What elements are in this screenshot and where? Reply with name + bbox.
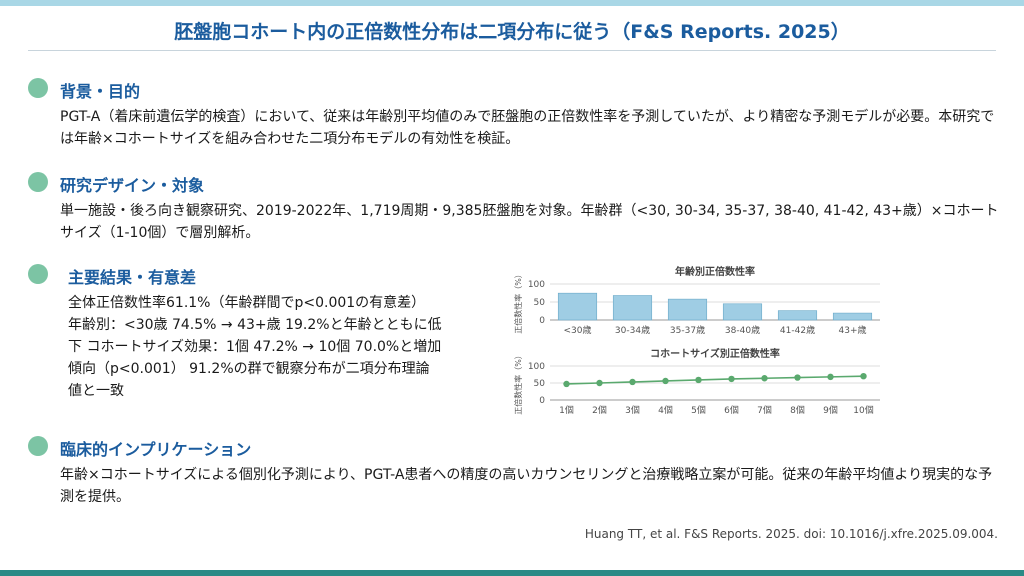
bar [612, 295, 653, 321]
data-point [596, 379, 603, 387]
section-bullet-icon [28, 436, 48, 456]
page-title: 胚盤胞コホート内の正倍数性分布は二項分布に従う（F&S Reports. 202… [174, 21, 850, 43]
chart-title: コホートサイズ別正倍数性率 [650, 347, 780, 360]
chart-title: 年齢別正倍数性率 [675, 265, 755, 278]
data-point [662, 377, 669, 385]
section-heading-background: 背景・目的 [60, 82, 141, 101]
results-line: 傾向（p<0.001） 91.2%の群で観察分布が二項分布理論 [68, 361, 430, 377]
data-point [860, 373, 867, 380]
y-tick-label: 0 [539, 316, 545, 326]
y-tick-label: 0 [539, 396, 545, 406]
results-line: 値と一致 [68, 383, 124, 399]
y-axis-label: 正倍数性率（%） [513, 351, 523, 415]
section-text-implications: 年齢×コホートサイズによる個別化予測により、PGT-A患者への精度の高いカウンセ… [60, 467, 993, 505]
cohort-line-chart: コホートサイズ別正倍数性率 正倍数性率（%） 0 50 100 1個 2個 3個 4個 5個 6個 7… [513, 347, 880, 416]
data-point [629, 378, 636, 386]
section-bullet-icon [28, 264, 48, 284]
x-tick-label: 2個 [592, 404, 607, 416]
section-heading-results: 主要結果・有意差 [68, 268, 197, 287]
section-bullet-icon [28, 172, 48, 192]
y-tick-label: 50 [534, 379, 546, 389]
x-tick-label: 8個 [790, 404, 805, 416]
y-tick-label: 100 [528, 362, 545, 372]
data-point [695, 376, 702, 384]
x-tick-label: 3個 [625, 404, 640, 416]
section-bullet-icon [28, 78, 48, 98]
bottom-accent-bar [0, 570, 1024, 576]
section-text-design: 単一施設・後ろ向き観察研究、2019-2022年、1,719周期・9,385胚盤… [60, 203, 999, 241]
bar [557, 292, 598, 321]
title-divider [28, 50, 996, 51]
x-tick-label: 7個 [757, 404, 772, 416]
data-point [761, 375, 768, 382]
x-tick-label: 41-42歳 [780, 324, 815, 336]
top-accent-bar [0, 0, 1024, 6]
data-point [794, 374, 801, 381]
x-tick-label: 9個 [823, 404, 838, 416]
x-tick-label: 30-34歳 [615, 324, 650, 336]
y-tick-label: 50 [534, 298, 546, 308]
x-tick-label: 35-37歳 [670, 324, 705, 336]
x-tick-label: <30歳 [564, 324, 592, 336]
section-heading-implications: 臨床的インプリケーション [60, 440, 252, 459]
results-line: 全体正倍数性率61.1%（年齢群間でp<0.001の有意差） [68, 295, 426, 311]
data-point [827, 373, 834, 381]
section-heading-design: 研究デザイン・対象 [60, 176, 205, 195]
citation: Huang TT, et al. F&S Reports. 2025. doi:… [584, 527, 998, 541]
x-tick-label: 1個 [559, 404, 574, 416]
x-tick-label: 5個 [691, 404, 706, 416]
y-tick-label: 100 [528, 280, 545, 290]
x-tick-label: 38-40歳 [725, 324, 760, 336]
bar [832, 312, 873, 321]
x-tick-label: 4個 [658, 404, 673, 416]
data-point [563, 380, 570, 388]
x-tick-label: 6個 [724, 404, 739, 416]
bar [722, 303, 763, 321]
y-axis-label: 正倍数性率（%） [513, 270, 523, 334]
section-text-background: PGT-A（着床前遺伝学的検査）において、従来は年齢別平均値のみで胚盤胞の正倍数… [60, 109, 995, 147]
results-line: 下 コホートサイズ効果：1個 47.2% → 10個 70.0%と増加 [68, 339, 442, 355]
data-point [728, 375, 735, 383]
bar [667, 298, 708, 321]
age-bar-chart: 年齢別正倍数性率 正倍数性率（%） 0 50 100 <30歳 30-34歳 35-37歳 38… [513, 265, 880, 336]
results-line: 年齢別：<30歳 74.5% → 43+歳 19.2%と年齢とともに低 [68, 317, 442, 333]
bar [777, 310, 818, 321]
section-text-results: 全体正倍数性率61.1%（年齢群間でp<0.001の有意差） 年齢別：<30歳 … [68, 292, 513, 402]
x-tick-label: 10個 [853, 404, 873, 416]
x-tick-label: 43+歳 [839, 324, 867, 336]
series-line [566, 375, 864, 385]
